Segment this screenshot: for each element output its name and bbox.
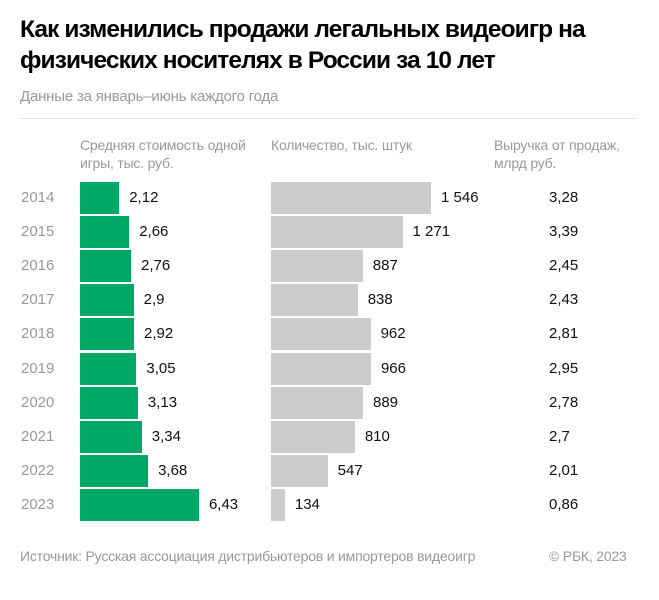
price-value-label: 2,76 [141, 257, 171, 275]
column-header-quantity: Количество, тыс. штук [271, 137, 412, 153]
price-bar [80, 386, 138, 419]
revenue-value-label: 3,39 [549, 223, 579, 241]
quantity-value-label: 962 [380, 325, 406, 343]
quantity-value-label: 1 546 [441, 189, 479, 206]
year-label: 2015 [21, 223, 55, 241]
price-bar [80, 284, 134, 317]
price-value-label: 3,68 [158, 461, 188, 479]
revenue-value-label: 2,45 [549, 257, 579, 275]
chart-subtitle: Данные за январь–июнь каждого года [20, 88, 279, 105]
price-bar [80, 250, 132, 283]
price-bar [80, 352, 137, 385]
quantity-bar [271, 216, 403, 249]
price-bar [80, 216, 130, 249]
price-value-label: 2,66 [139, 223, 169, 241]
year-label: 2021 [21, 427, 55, 445]
copyright: © РБК, 2023 [549, 548, 627, 564]
quantity-value-label: 810 [364, 427, 390, 445]
year-label: 2018 [21, 325, 55, 343]
price-value-label: 2,12 [129, 189, 159, 206]
quantity-value-label: 838 [367, 291, 393, 309]
column-header-price: Средняя стоимость одной игры, тыс. руб. [80, 137, 246, 171]
price-value-label: 2,92 [144, 325, 174, 343]
price-value-label: 3,13 [147, 393, 178, 411]
price-bar [80, 182, 120, 214]
price-value-label: 3,05 [146, 359, 176, 377]
revenue-value-label: 3,28 [549, 189, 579, 206]
price-value-label: 2,9 [143, 291, 165, 309]
quantity-value-label: 134 [294, 495, 320, 513]
source-note: Источник: Русская ассоциация дистрибьюте… [20, 548, 476, 564]
year-label: 2020 [21, 393, 55, 411]
revenue-value-label: 2,7 [549, 427, 570, 445]
price-bar [80, 488, 199, 521]
revenue-value-label: 2,81 [549, 325, 579, 343]
quantity-bar [271, 488, 285, 521]
quantity-value-label: 547 [337, 461, 363, 479]
quantity-bar [271, 318, 371, 351]
quantity-bar [271, 284, 358, 317]
revenue-value-label: 0,86 [549, 495, 579, 513]
quantity-value-label: 887 [372, 257, 398, 275]
year-label: 2022 [21, 461, 55, 479]
revenue-value-label: 2,78 [549, 393, 579, 411]
quantity-value-label: 966 [380, 359, 406, 377]
year-label: 2016 [21, 257, 55, 275]
year-label: 2017 [21, 291, 55, 309]
price-value-label: 6,43 [208, 495, 239, 513]
quantity-bar [271, 182, 431, 214]
quantity-value-label: 889 [373, 393, 399, 411]
revenue-value-label: 2,43 [549, 291, 579, 309]
quantity-bar [271, 250, 363, 283]
chart-title: Как изменились продажи легальных видеоиг… [20, 16, 586, 74]
quantity-bar [271, 386, 363, 419]
quantity-bar [271, 352, 371, 385]
year-label: 2023 [21, 495, 55, 513]
price-bar [80, 318, 135, 351]
divider [20, 118, 638, 119]
revenue-value-label: 2,01 [549, 461, 579, 479]
quantity-bar [271, 454, 328, 487]
revenue-value-label: 2,95 [549, 359, 579, 377]
year-label: 2019 [21, 359, 55, 377]
year-label: 2014 [21, 189, 55, 206]
column-header-revenue: Выручка от продаж, млрд руб. [494, 137, 620, 171]
price-bar [80, 420, 142, 453]
quantity-value-label: 1 271 [412, 223, 451, 241]
price-value-label: 3,34 [151, 427, 181, 445]
price-bar [80, 454, 149, 487]
quantity-bar [271, 420, 355, 453]
